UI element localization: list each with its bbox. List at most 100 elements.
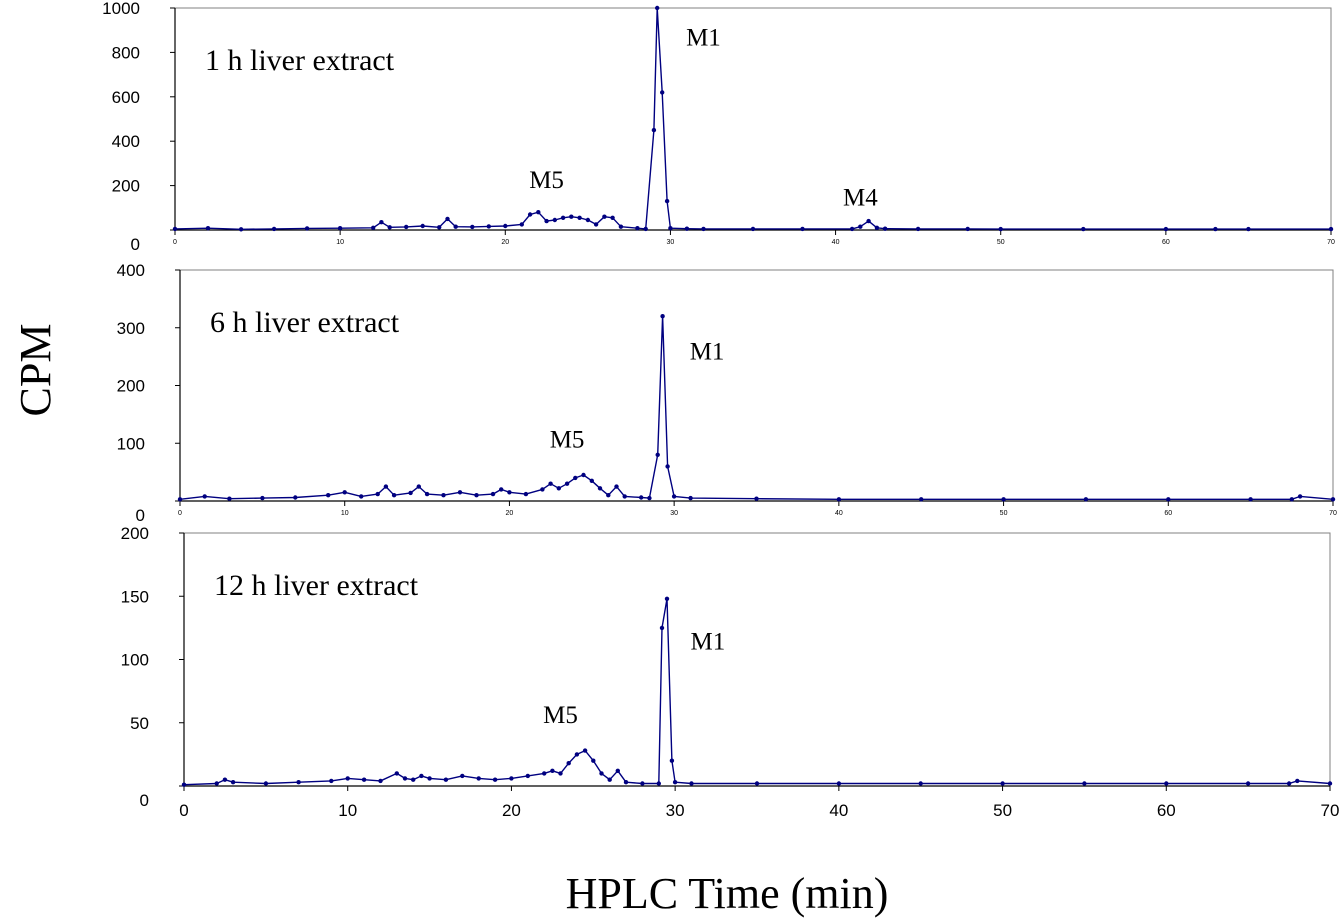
data-point bbox=[569, 214, 574, 219]
x-axis-title: HPLC Time (min) bbox=[566, 869, 889, 918]
data-point bbox=[227, 496, 232, 501]
data-point bbox=[238, 227, 244, 232]
x-tick-label: 30 bbox=[666, 801, 685, 820]
y-tick-label: 800 bbox=[112, 43, 140, 62]
data-point bbox=[402, 776, 408, 781]
data-point bbox=[622, 494, 627, 499]
data-point bbox=[230, 780, 236, 785]
data-point bbox=[337, 226, 343, 231]
data-point bbox=[453, 224, 458, 229]
data-point bbox=[1248, 497, 1253, 502]
data-point bbox=[866, 218, 871, 224]
x-tick-label: 20 bbox=[501, 239, 509, 246]
data-point bbox=[345, 776, 350, 781]
data-point bbox=[329, 778, 334, 784]
data-point bbox=[509, 776, 514, 781]
data-point bbox=[689, 781, 694, 786]
data-point bbox=[664, 596, 670, 601]
x-tick-label: 30 bbox=[667, 239, 675, 246]
data-point bbox=[437, 225, 442, 230]
series-line bbox=[174, 7, 1331, 231]
data-point bbox=[411, 777, 416, 782]
data-point bbox=[293, 495, 298, 500]
data-point bbox=[383, 484, 389, 489]
plot-frame bbox=[184, 532, 1331, 786]
peak-label-m4: M4 bbox=[843, 185, 878, 212]
chart-panel-3: 0 50 100 150 200 0 10 20 30 40 50 60 70 12 h liver ex… bbox=[121, 524, 1340, 820]
data-point bbox=[1001, 497, 1006, 502]
data-point bbox=[688, 495, 693, 501]
data-point bbox=[560, 215, 566, 220]
data-point bbox=[408, 490, 413, 496]
data-point bbox=[556, 486, 561, 491]
data-point bbox=[684, 226, 690, 231]
data-point bbox=[660, 90, 665, 95]
data-point bbox=[750, 226, 756, 232]
data-point bbox=[416, 484, 421, 489]
data-point bbox=[523, 491, 529, 497]
data-point bbox=[589, 478, 594, 483]
data-point bbox=[754, 781, 760, 786]
data-point bbox=[544, 218, 549, 224]
y-tick-label: 0 bbox=[136, 506, 145, 525]
data-point bbox=[849, 226, 855, 232]
y-tick-label: 100 bbox=[117, 434, 145, 453]
x-tick-label: 50 bbox=[993, 801, 1012, 820]
data-point bbox=[614, 484, 619, 489]
x-tick-label: 60 bbox=[1164, 510, 1172, 517]
data-point bbox=[536, 210, 541, 215]
data-point bbox=[882, 226, 888, 231]
data-point bbox=[585, 217, 591, 223]
data-point bbox=[635, 226, 640, 231]
data-point bbox=[1289, 497, 1295, 502]
data-point bbox=[177, 497, 183, 502]
data-point bbox=[647, 495, 652, 501]
data-point bbox=[542, 771, 547, 776]
peak-label-m1: M1 bbox=[686, 25, 721, 52]
data-point bbox=[503, 223, 508, 229]
data-point bbox=[375, 491, 380, 497]
data-point bbox=[623, 780, 629, 785]
data-point bbox=[527, 212, 533, 217]
data-point bbox=[659, 625, 665, 631]
data-point bbox=[519, 222, 524, 227]
peak-label-m5: M5 bbox=[543, 702, 578, 729]
data-point bbox=[1083, 497, 1089, 502]
data-point bbox=[701, 226, 706, 232]
data-point bbox=[656, 781, 661, 786]
data-point bbox=[378, 778, 383, 784]
y-tick-label: 600 bbox=[112, 88, 140, 107]
data-point bbox=[205, 226, 211, 231]
data-point bbox=[525, 773, 530, 779]
y-axis-title: CPM bbox=[11, 324, 60, 417]
x-tick-label: 0 bbox=[178, 510, 182, 517]
data-point bbox=[271, 226, 277, 232]
data-point bbox=[441, 493, 446, 498]
series-line bbox=[183, 598, 1331, 786]
data-point bbox=[651, 127, 657, 133]
data-point bbox=[404, 224, 409, 230]
data-point bbox=[1166, 497, 1171, 502]
data-point bbox=[342, 490, 347, 495]
y-tick-label: 50 bbox=[130, 714, 149, 733]
data-point bbox=[655, 452, 660, 457]
data-point bbox=[1081, 226, 1086, 232]
data-point bbox=[607, 777, 612, 782]
data-point bbox=[672, 780, 678, 785]
x-tick-label: 20 bbox=[502, 801, 521, 820]
data-point bbox=[387, 225, 392, 230]
y-tick-label: 200 bbox=[117, 377, 145, 396]
data-point bbox=[660, 314, 665, 319]
data-point bbox=[665, 464, 670, 469]
data-point bbox=[552, 217, 557, 223]
data-point bbox=[965, 226, 970, 232]
x-tick-label: 60 bbox=[1157, 801, 1176, 820]
data-point bbox=[474, 493, 479, 498]
x-tick-label: 30 bbox=[670, 510, 678, 517]
data-point bbox=[566, 761, 571, 766]
data-point bbox=[669, 758, 675, 763]
data-point bbox=[639, 495, 644, 500]
data-point bbox=[1246, 226, 1251, 232]
data-point bbox=[419, 773, 424, 779]
